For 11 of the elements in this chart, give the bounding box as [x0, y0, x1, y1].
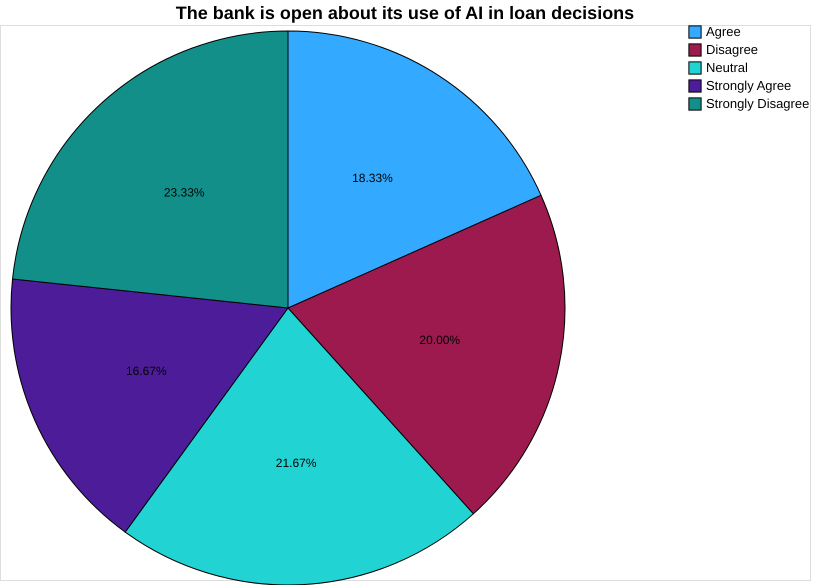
- legend-label: Strongly Agree: [706, 78, 792, 93]
- data-label: 20.00%: [419, 333, 460, 348]
- data-label: 18.33%: [352, 170, 394, 185]
- data-label: 23.33%: [164, 186, 205, 200]
- legend-label: Neutral: [706, 60, 748, 75]
- chart-title: The bank is open about its use of AI in loan decisions: [176, 3, 634, 23]
- data-label: 16.67%: [126, 364, 167, 378]
- legend-label: Strongly Disagree: [706, 96, 810, 111]
- legend-label: Agree: [706, 24, 741, 39]
- legend-label: Disagree: [706, 42, 758, 57]
- data-label: 21.67%: [276, 456, 317, 470]
